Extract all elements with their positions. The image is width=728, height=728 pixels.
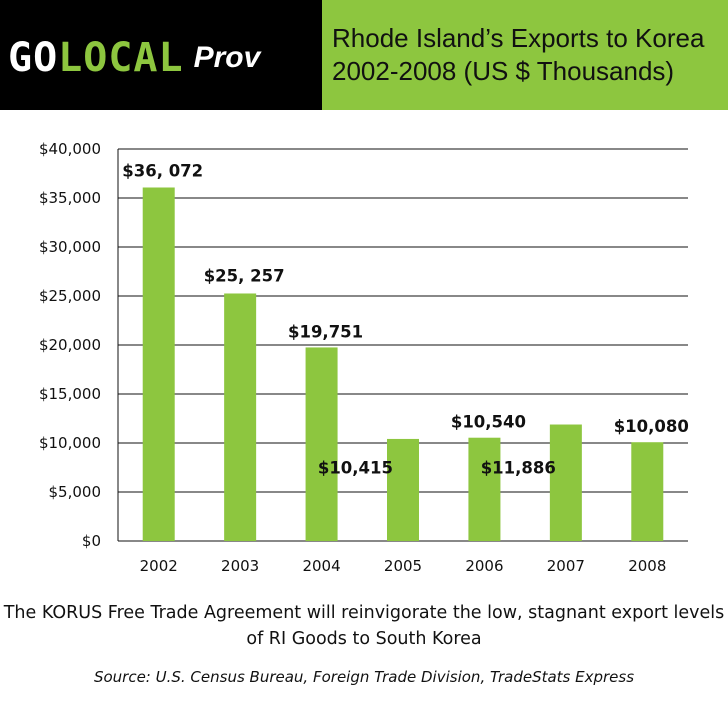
y-tick-label: $0 — [82, 532, 101, 550]
x-tick-label: 2004 — [302, 557, 340, 575]
bar — [468, 437, 501, 541]
data-label: $10,540 — [451, 413, 526, 432]
chart-caption: The KORUS Free Trade Agreement will rein… — [3, 603, 725, 649]
data-label: $11,886 — [481, 458, 556, 477]
source-note: Source: U.S. Census Bureau, Foreign Trad… — [93, 668, 635, 686]
y-tick-label: $5,000 — [49, 483, 102, 501]
y-tick-label: $20,000 — [39, 336, 101, 354]
data-label: $36, 072 — [122, 161, 203, 180]
y-tick-label: $40,000 — [39, 140, 101, 158]
logo-go-text: GO — [8, 35, 59, 81]
bar — [549, 424, 582, 541]
x-tick-label: 2005 — [384, 557, 422, 575]
chart-title: Rhode Island’s Exports to Korea 2002-200… — [332, 23, 705, 86]
header-logo-area: GO LOCAL Prov — [0, 0, 322, 110]
data-label: $10,080 — [614, 417, 689, 436]
title-banner: Rhode Island’s Exports to Korea 2002-200… — [322, 0, 728, 110]
data-label: $25, 257 — [204, 266, 285, 285]
bar-chart: $0 $5,000 $10,000 $15,000 $20,000 $25,000 $30,… — [39, 140, 689, 575]
y-tick-label: $35,000 — [39, 189, 101, 207]
x-tick-label: 2007 — [547, 557, 585, 575]
bar — [387, 438, 419, 541]
logo-local-text: LOCAL — [58, 35, 184, 81]
bar — [305, 347, 338, 541]
logo-prov-text: Prov — [193, 41, 261, 74]
bar — [631, 442, 664, 541]
data-label: $10,415 — [318, 458, 393, 477]
x-tick-label: 2008 — [628, 557, 666, 575]
golocalprov-logo: GO LOCAL Prov — [8, 35, 261, 81]
y-tick-label: $25,000 — [39, 287, 101, 305]
x-tick-label: 2006 — [465, 557, 503, 575]
y-tick-label: $15,000 — [39, 385, 101, 403]
bar — [224, 293, 257, 541]
y-tick-label: $30,000 — [39, 238, 101, 256]
y-tick-label: $10,000 — [39, 434, 101, 452]
data-label: $19,751 — [288, 322, 363, 341]
x-tick-label: 2002 — [140, 557, 178, 575]
x-tick-label: 2003 — [221, 557, 259, 575]
bar — [142, 187, 175, 542]
